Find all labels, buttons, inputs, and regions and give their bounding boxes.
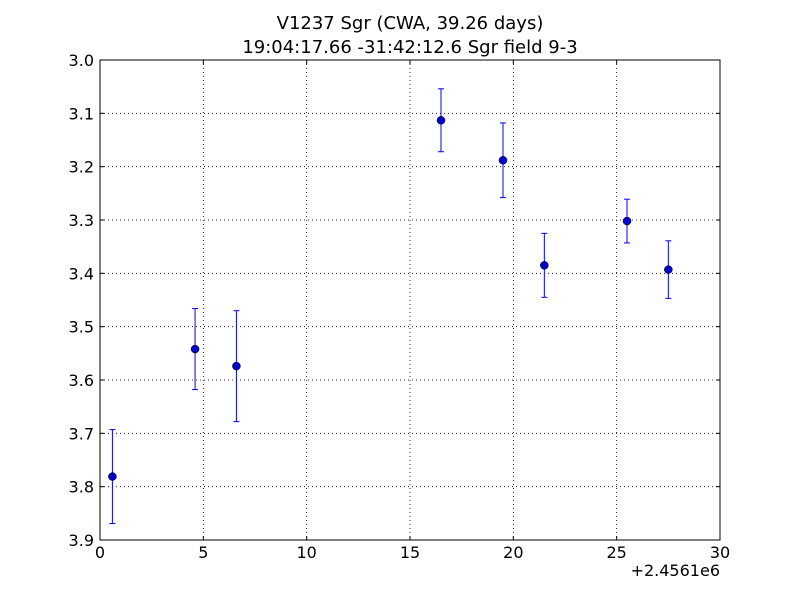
y-tick-label: 3.7 xyxy=(69,424,94,443)
x-tick-label: 30 xyxy=(710,543,730,562)
data-point xyxy=(108,472,117,481)
data-point xyxy=(622,216,632,226)
data-point xyxy=(436,116,446,125)
x-tick-label: 20 xyxy=(503,543,523,562)
x-tick-label: 10 xyxy=(296,543,316,562)
x-tick-label: 25 xyxy=(606,543,626,562)
data-point xyxy=(190,344,200,354)
y-tick-label: 3.5 xyxy=(69,318,94,337)
y-tick-label: 3.3 xyxy=(69,211,94,230)
data-point xyxy=(540,261,549,270)
x-tick-label: 15 xyxy=(400,543,420,562)
y-tick-label: 3.8 xyxy=(69,478,94,497)
data-point xyxy=(664,265,673,274)
chart-title-line1: V1237 Sgr (CWA, 39.26 days) xyxy=(277,13,544,34)
data-point xyxy=(498,156,508,165)
x-tick-label: 0 xyxy=(95,543,105,562)
y-tick-label: 3.4 xyxy=(69,264,94,283)
data-point xyxy=(232,361,241,371)
plot-area-frame xyxy=(99,59,721,541)
y-tick-label: 3.6 xyxy=(69,371,94,390)
y-tick-label: 3.9 xyxy=(69,531,94,550)
x-offset-label: +2.4561e6 xyxy=(631,561,720,580)
data-points xyxy=(108,88,673,524)
chart-title-line2: 19:04:17.66 -31:42:12.6 Sgr field 9-3 xyxy=(242,37,577,58)
y-tick-label: 3.2 xyxy=(69,158,94,177)
y-tick-label: 3.0 xyxy=(69,51,94,70)
y-tick-label: 3.1 xyxy=(69,104,94,123)
x-tick-label: 5 xyxy=(198,543,208,562)
axis-ticks: 0 5 10 15 20 25 30 3.0 3.1 3.2 3.3 3.4 3.5 3.6 3.7 3.8 3… xyxy=(69,51,731,562)
grid-lines xyxy=(99,59,721,541)
